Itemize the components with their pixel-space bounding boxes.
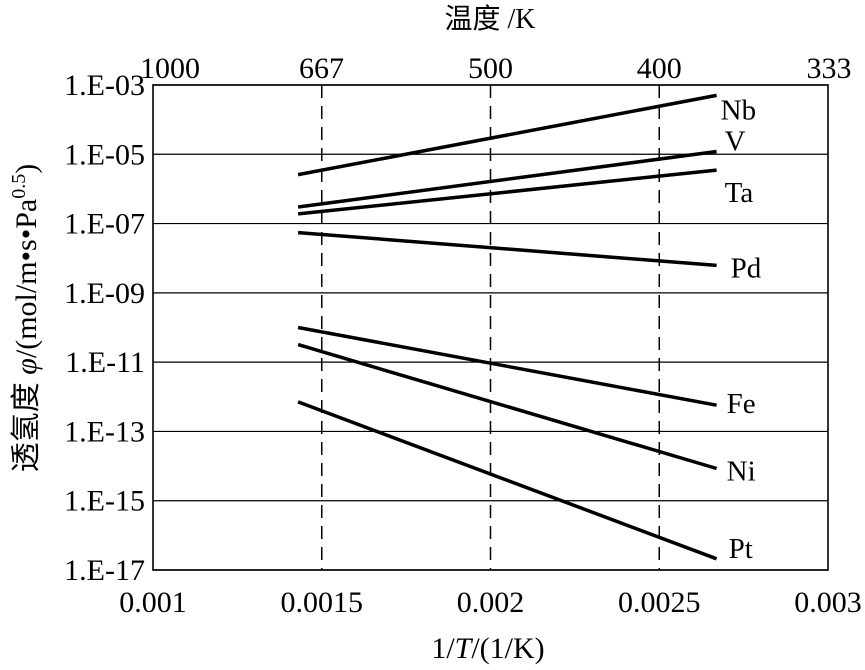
series-lines xyxy=(297,93,718,561)
y-axis-title: 透氢度 φ/(mol/m•s•Pa0.5) xyxy=(8,164,43,472)
x-tick-label: 0.003 xyxy=(794,586,862,619)
x-axis-title-suffix: /(1/K) xyxy=(471,632,544,665)
y-tick-label: 1.E-11 xyxy=(65,346,145,379)
y-tick-label: 1.E-05 xyxy=(64,138,145,171)
series-line-v xyxy=(297,149,717,209)
top-tick-label: 500 xyxy=(468,52,513,85)
series-label-ni: Ni xyxy=(727,456,756,488)
y-axis-title-unit: /(mol/m•s•Pa xyxy=(10,199,43,358)
series-label-pt: Pt xyxy=(729,533,753,565)
x-tick-label: 0.0015 xyxy=(281,586,364,619)
plot-frame xyxy=(152,84,829,571)
y-tick-label: 1.E-03 xyxy=(64,69,145,102)
series-line-nb xyxy=(297,93,717,177)
series-label-v: V xyxy=(725,126,746,158)
y-axis-title-close: ) xyxy=(10,164,43,174)
y-tick-label: 1.E-17 xyxy=(64,554,145,587)
series-line-ni xyxy=(297,342,718,471)
series-line-pd xyxy=(297,230,717,268)
y-tick-label: 1.E-09 xyxy=(64,277,145,310)
series-label-pd: Pd xyxy=(731,252,762,284)
x-axis-title-symbol: T xyxy=(455,632,474,665)
series-label-ta: Ta xyxy=(725,177,754,209)
y-axis-title-exponent: 0.5 xyxy=(8,174,30,199)
series-labels: NbV Ta Pd Fe Ni Pt xyxy=(721,94,762,564)
x-axis-title: 1/T/(1/K) xyxy=(431,632,544,665)
y-axis-title-prefix: 透氢度 xyxy=(10,375,43,473)
y-tick-label: 1.E-07 xyxy=(64,208,145,241)
top-tick-label: 333 xyxy=(807,52,852,85)
series-line-pt xyxy=(297,400,718,561)
top-tick-label: 667 xyxy=(299,52,344,85)
top-tick-label: 400 xyxy=(637,52,682,85)
y-tick-label: 1.E-15 xyxy=(64,485,145,518)
series-label-nb: Nb xyxy=(721,94,756,126)
series-line-ta xyxy=(297,168,717,216)
y-tick-label: 1.E-13 xyxy=(64,415,145,448)
x-tick-label: 0.002 xyxy=(457,586,525,619)
x-tick-label: 0.001 xyxy=(119,586,187,619)
top-axis-title: 温度 /K xyxy=(444,3,535,35)
series-label-fe: Fe xyxy=(727,388,756,420)
x-tick-label: 0.0025 xyxy=(618,586,701,619)
series-line-fe xyxy=(297,325,717,407)
dashed-reference-lines xyxy=(321,85,660,570)
y-axis-title-symbol: φ xyxy=(10,358,43,375)
x-axis-title-prefix: 1/ xyxy=(431,632,455,665)
tick-labels: 1.E-03 1.E-05 1.E-07 1.E-09 1.E-11 1.E-13 1.E-… xyxy=(64,52,862,619)
top-tick-label: 1000 xyxy=(140,52,200,85)
